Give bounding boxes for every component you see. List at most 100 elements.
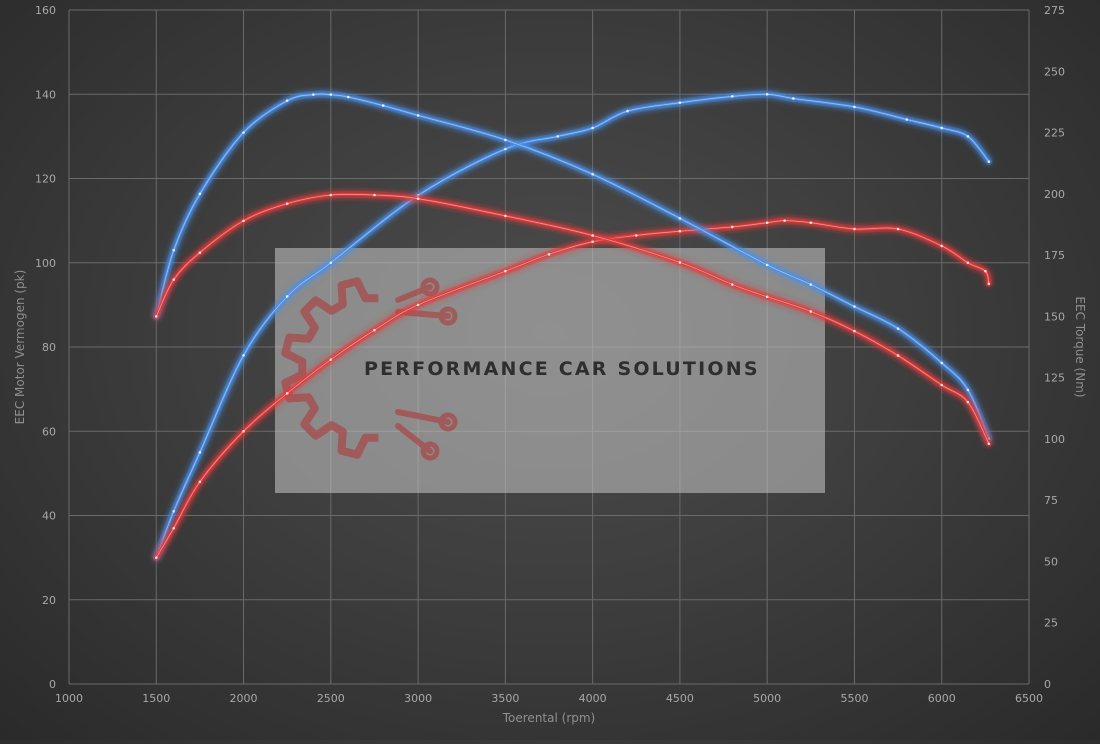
data-point: [987, 282, 991, 286]
data-point: [198, 251, 202, 254]
data-point: [940, 361, 944, 365]
data-point: [634, 234, 638, 237]
data-point: [198, 192, 202, 196]
series-3-torque-line: [152, 190, 993, 448]
data-point: [312, 93, 315, 96]
x-tick-label: 4500: [666, 692, 694, 705]
data-point: [504, 138, 507, 142]
data-point: [765, 295, 769, 299]
right-tick-label: 275: [1044, 4, 1065, 17]
data-point: [504, 214, 507, 218]
data-point: [172, 526, 176, 530]
right-tick-label: 25: [1044, 617, 1058, 630]
data-point: [966, 388, 970, 392]
data-point: [591, 126, 594, 130]
x-tick-label: 5000: [753, 692, 781, 705]
data-point: [556, 135, 560, 138]
x-tick-label: 3500: [491, 692, 519, 705]
data-point: [853, 329, 856, 333]
data-point: [329, 93, 333, 96]
right-tick-label: 50: [1044, 555, 1058, 568]
data-point: [730, 225, 734, 229]
right-tick-label: 200: [1044, 188, 1065, 201]
right-tick-label: 75: [1044, 494, 1058, 507]
watermark: PERFORMANCE CAR SOLUTIONS: [275, 248, 825, 493]
data-point: [940, 383, 944, 387]
x-tick-label: 6500: [1015, 692, 1043, 705]
data-point: [966, 400, 970, 404]
right-tick-label: 0: [1044, 678, 1051, 691]
gear-logo-icon: [281, 277, 458, 461]
left-axis-title: EEC Motor Vermogen (pk): [13, 270, 27, 425]
data-point: [172, 509, 176, 513]
data-point: [198, 480, 202, 484]
data-point: [984, 269, 987, 273]
left-tick-label: 20: [42, 594, 56, 607]
data-point: [730, 283, 734, 286]
data-point: [765, 92, 769, 96]
right-tick-label: 250: [1044, 65, 1065, 78]
data-point: [678, 229, 682, 233]
x-tick-label: 3000: [404, 692, 432, 705]
data-point: [966, 261, 970, 265]
left-tick-label: 60: [42, 425, 56, 438]
data-point: [987, 160, 991, 163]
right-tick-label: 175: [1044, 249, 1065, 262]
data-point: [381, 104, 385, 107]
x-axis-ticks: 1000 1500 2000 2500 3000 3500 4000 4500 5000 5500…: [55, 692, 1043, 705]
data-point: [329, 261, 333, 265]
data-point: [678, 101, 682, 104]
left-tick-label: 160: [35, 4, 56, 17]
series-2-torque-line: [152, 90, 993, 443]
data-point: [329, 358, 333, 361]
data-point: [242, 131, 245, 134]
data-point: [504, 269, 507, 273]
data-point: [809, 283, 813, 286]
data-point: [896, 327, 900, 330]
data-point: [416, 114, 420, 117]
data-point: [853, 227, 856, 231]
data-point: [591, 234, 594, 237]
x-tick-label: 4000: [579, 692, 607, 705]
data-point: [242, 429, 245, 433]
watermark-panel: [275, 248, 825, 493]
data-point: [792, 97, 795, 100]
data-point: [987, 442, 991, 446]
data-point: [172, 278, 176, 281]
data-point: [242, 354, 245, 357]
x-tick-label: 2000: [230, 692, 258, 705]
x-tick-label: 5500: [840, 692, 868, 705]
data-point: [678, 217, 682, 220]
data-point: [940, 244, 944, 248]
right-tick-label: 150: [1044, 310, 1065, 323]
data-point: [416, 197, 420, 201]
x-tick-label: 1000: [55, 692, 83, 705]
data-point: [373, 328, 376, 332]
data-point: [730, 95, 734, 98]
left-tick-label: 80: [42, 341, 56, 354]
left-axis-ticks: 0 20 40 60 80 100 120 140 160: [35, 4, 56, 691]
data-point: [198, 451, 202, 454]
x-tick-label: 2500: [317, 692, 345, 705]
data-point: [591, 172, 594, 176]
data-point: [346, 95, 350, 99]
data-point: [242, 219, 245, 223]
data-point: [783, 219, 786, 222]
data-point: [285, 99, 289, 102]
data-point: [765, 263, 769, 267]
data-point: [416, 303, 420, 307]
x-tick-label: 1500: [142, 692, 170, 705]
data-point: [547, 253, 551, 256]
x-tick-label: 6000: [928, 692, 956, 705]
series-0-power-line: [152, 90, 993, 562]
data-point: [853, 305, 856, 308]
left-tick-label: 140: [35, 88, 56, 101]
right-axis-title: EEC Torque (Nm): [1073, 296, 1087, 397]
data-point: [329, 193, 333, 197]
right-axis-ticks: 0 25 50 75 100 125 150 175 200 225 250 275: [1044, 4, 1065, 691]
left-tick-label: 0: [49, 678, 56, 691]
right-tick-label: 100: [1044, 433, 1065, 446]
data-point: [285, 202, 289, 205]
series-1-power-line: [152, 217, 993, 562]
